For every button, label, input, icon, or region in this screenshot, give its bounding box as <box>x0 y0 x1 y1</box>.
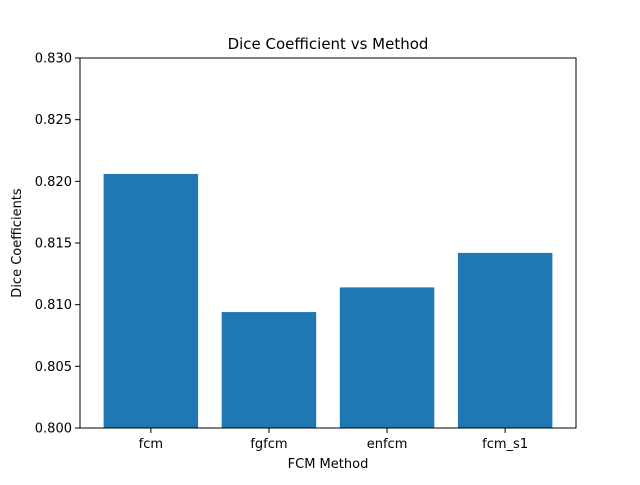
x-axis-label: FCM Method <box>288 457 369 472</box>
y-tick-label: 0.805 <box>35 360 72 375</box>
y-axis-label: Dice Coefficients <box>10 188 25 298</box>
plot-frame <box>79 57 577 429</box>
y-tick-label: 0.820 <box>35 175 72 190</box>
bar-fcm_s1 <box>457 252 553 428</box>
x-tick-label: fcm_s1 <box>482 437 528 452</box>
x-axis-ticks: fcm fgfcm enfcm fcm_s1 <box>139 428 528 452</box>
y-tick-label: 0.830 <box>35 52 72 67</box>
x-tick-label: enfcm <box>367 437 408 452</box>
bars-layer <box>103 173 553 428</box>
y-tick-label: 0.810 <box>35 298 72 313</box>
x-tick-label: fcm <box>139 437 163 452</box>
y-tick-label: 0.815 <box>35 237 72 252</box>
bar-fgfcm <box>221 312 317 428</box>
chart-title: Dice Coefficient vs Method <box>228 35 429 53</box>
y-tick-label: 0.825 <box>35 113 72 128</box>
y-axis-ticks: 0.800 0.805 0.810 0.815 0.820 0.825 0.830 <box>35 52 80 437</box>
y-tick-label: 0.800 <box>35 422 72 437</box>
bar-enfcm <box>339 287 435 428</box>
x-tick-label: fgfcm <box>250 437 287 452</box>
bar-fcm <box>103 173 199 428</box>
